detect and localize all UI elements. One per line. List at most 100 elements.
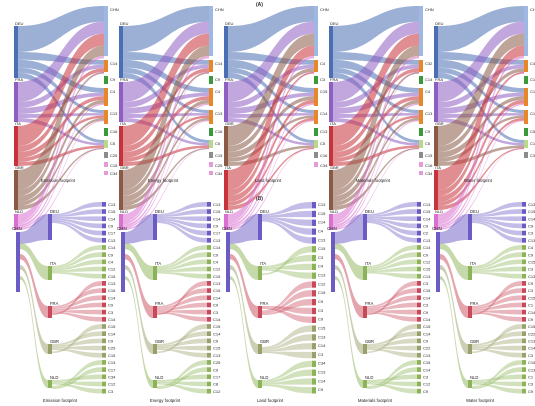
sector-node-18: [207, 331, 211, 337]
sector-node-24: [522, 374, 526, 380]
flow-gbr-4: [333, 117, 419, 206]
target-label-1: C4: [530, 61, 535, 66]
sector-node-15: [102, 309, 106, 315]
source-label-fra: FRA: [330, 77, 338, 82]
flow-nld-3: [18, 103, 104, 227]
flow-nld-3: [438, 103, 524, 227]
sector-node-14: [417, 302, 421, 308]
root-label: CHN: [327, 226, 337, 231]
source-node-fra: [14, 82, 18, 122]
flow-gbr-3: [333, 99, 419, 202]
root-flow-nld: [440, 276, 468, 388]
sector-node-1: [312, 210, 316, 218]
sector-flow-18: [367, 331, 417, 346]
sector-flow-13: [472, 295, 522, 309]
target-label-2: C14: [425, 77, 433, 82]
sector-node-11: [312, 299, 316, 306]
flow-fra-0: [123, 21, 209, 103]
sector-node-14: [207, 302, 211, 308]
flow-nld-4: [438, 120, 524, 229]
sector-label-3: C9: [213, 224, 219, 229]
sector-flow-5: [52, 221, 102, 243]
sector-label-26: C9: [423, 389, 429, 394]
sector-flow-26: [52, 383, 102, 394]
flow-gbr-4: [123, 117, 209, 206]
country-label-nld: NLD: [365, 375, 373, 380]
country-label-ita: ITA: [155, 261, 161, 266]
source-label-gbr: GBR: [15, 165, 24, 170]
flow-fra-3: [333, 92, 419, 114]
country-node-gbr: [258, 344, 262, 354]
sector-label-24: C1: [528, 374, 534, 379]
sector-label-19: C13: [318, 370, 326, 375]
sector-node-8: [312, 272, 316, 279]
sector-node-21: [522, 352, 526, 358]
sector-flow-1: [367, 209, 417, 217]
sector-flow-10: [367, 272, 417, 279]
sector-label-13: C14: [108, 295, 116, 300]
flow-deu-3: [228, 59, 314, 93]
target-node-7: [104, 152, 108, 158]
flow-fra-3: [228, 92, 314, 114]
sector-label-5: C13: [528, 238, 535, 243]
sector-flow-3: [472, 218, 522, 229]
target-label-3: C13: [530, 89, 535, 94]
country-label-ita: ITA: [470, 261, 476, 266]
sector-node-9: [522, 266, 526, 272]
sector-label-7: C4: [318, 264, 324, 269]
country-node-fra: [468, 306, 472, 318]
target-label-0: CHN: [320, 7, 329, 12]
sector-flow-14: [262, 325, 312, 349]
flow-nld-3: [228, 103, 314, 227]
source-node-deu: [14, 26, 18, 78]
source-label-deu: DEU: [225, 21, 234, 26]
root-flow-deu: [125, 214, 153, 244]
sector-label-20: C14: [528, 346, 535, 351]
sector-label-6: C4: [528, 245, 534, 250]
panel-a-title-4: Water footprint: [464, 178, 493, 183]
target-node-4: [104, 110, 108, 124]
country-label-fra: FRA: [260, 301, 269, 306]
sector-node-24: [417, 374, 421, 380]
sector-node-16: [312, 343, 316, 350]
sector-flow-12: [472, 288, 522, 308]
sector-flow-19: [367, 338, 417, 347]
sector-label-5: C15: [318, 246, 326, 251]
sector-label-23: C9: [213, 367, 219, 372]
sector-label-10: C15: [108, 274, 116, 279]
target-node-8: [104, 162, 108, 167]
sector-label-2: C14: [528, 216, 535, 221]
sector-flow-2: [52, 216, 102, 222]
sector-label-14: C3: [423, 303, 429, 308]
sector-node-1: [102, 209, 106, 214]
target-label-9: C34: [110, 171, 118, 176]
sector-label-9: C3: [528, 267, 534, 272]
sector-flow-22: [157, 360, 207, 388]
flow-nld-6: [18, 148, 104, 230]
sector-node-13: [522, 295, 526, 301]
source-label-fra: FRA: [120, 77, 128, 82]
target-label-5: C16: [110, 129, 118, 134]
sector-flow-12: [367, 288, 417, 308]
flow-deu-3: [438, 59, 524, 93]
flow-gbr-0: [123, 45, 209, 190]
root-label: CHN: [432, 226, 442, 231]
source-label-gbr: GBR: [120, 165, 129, 170]
sankey-b-2: CHN DEU ITA FRA GBR NLD C13 C15 C14 C4 C13 C15 C3 C4 C…: [222, 202, 326, 403]
country-node-deu: [468, 214, 472, 240]
sector-label-25: C3: [528, 382, 534, 387]
sector-label-15: C3: [213, 310, 219, 315]
sector-flow-19: [262, 369, 312, 383]
target-node-5: [209, 128, 213, 136]
sector-flow-2: [367, 216, 417, 222]
sector-node-18: [417, 331, 421, 337]
sector-node-0: [522, 202, 526, 207]
country-node-nld: [363, 380, 367, 388]
sector-flow-17: [157, 324, 207, 353]
flow-nld-1: [123, 72, 209, 225]
sector-flow-6: [52, 245, 102, 268]
source-label-gbr: GBR: [435, 121, 444, 126]
flow-nld-1: [18, 72, 104, 225]
sector-node-14: [312, 325, 316, 332]
sector-label-21: C13: [213, 353, 221, 358]
